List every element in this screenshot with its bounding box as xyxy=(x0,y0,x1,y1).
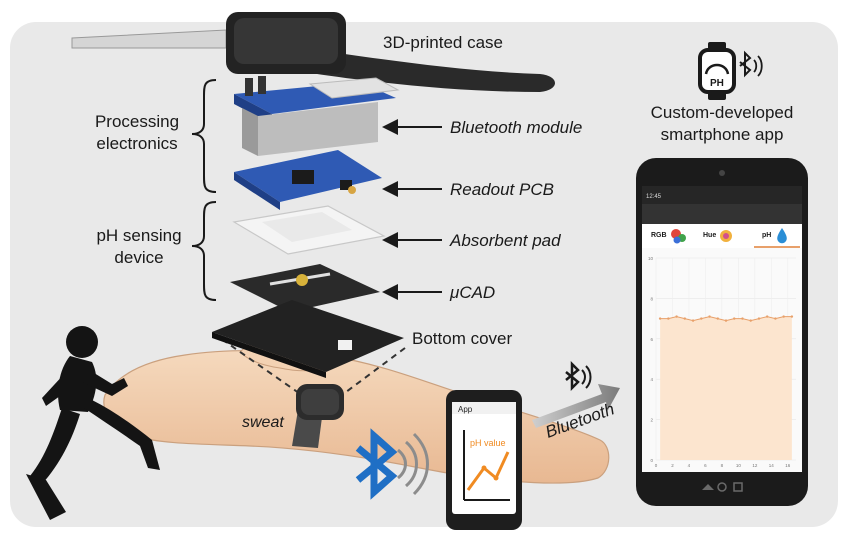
status-time: 12:45 xyxy=(646,194,662,200)
ph-point xyxy=(683,317,687,320)
watch-icon-text: PH xyxy=(710,78,724,89)
x-tick-label: 14 xyxy=(769,463,775,468)
tab-ph[interactable]: pH xyxy=(762,232,772,239)
x-tick-label: 16 xyxy=(785,463,791,468)
x-tick-label: 6 xyxy=(704,463,707,468)
runner-silhouette xyxy=(26,326,160,520)
readout-pcb xyxy=(234,150,382,210)
small-phone-title: App xyxy=(458,405,473,414)
ph-point xyxy=(675,315,678,318)
ph-point xyxy=(733,317,736,320)
label-case: 3D-printed case xyxy=(383,33,504,52)
y-tick-label: 10 xyxy=(648,256,654,261)
hue-icon xyxy=(720,230,732,242)
x-tick-label: 12 xyxy=(752,463,758,468)
ph-point xyxy=(700,317,703,320)
small-phone xyxy=(446,390,522,530)
bluetooth-module xyxy=(234,76,400,156)
ph-point xyxy=(774,317,777,320)
ph-point xyxy=(757,317,761,320)
small-phone-line xyxy=(466,451,510,491)
ph-drop-icon xyxy=(777,228,787,244)
ph-area xyxy=(660,316,792,460)
label-sweat: sweat xyxy=(242,414,284,431)
bottom-cover xyxy=(212,300,404,378)
label-readout-pcb: Readout PCB xyxy=(450,180,554,199)
label-ph-sensing-line1: pH sensing xyxy=(96,226,182,245)
ph-chart: 10 8 6 4 2 00 2 4 6 8 10 12 14 16 xyxy=(648,256,796,468)
ph-point xyxy=(741,317,744,320)
ph-point xyxy=(782,315,785,318)
label-bottom-cover: Bottom cover xyxy=(412,329,513,348)
rgb-icon xyxy=(671,229,686,244)
x-tick-label: 10 xyxy=(736,463,742,468)
ph-point xyxy=(790,315,794,318)
ph-point xyxy=(724,319,728,322)
label-absorbent-pad: Absorbent pad xyxy=(450,231,561,250)
absorbent-pad xyxy=(232,205,386,255)
brace-processing xyxy=(191,79,217,193)
x-tick-label: 0 xyxy=(655,463,658,468)
ucad xyxy=(230,264,380,312)
3d-printed-case xyxy=(71,12,555,92)
ph-point xyxy=(765,315,769,318)
ph-point xyxy=(708,315,711,318)
x-tick-label: 8 xyxy=(721,463,724,468)
tab-hue[interactable]: Hue xyxy=(703,232,717,239)
callout-dash-right xyxy=(337,347,406,399)
wearable-on-wrist xyxy=(292,384,344,448)
ph-point xyxy=(716,317,719,320)
bluetooth-arrow xyxy=(532,360,620,428)
bluetooth-signal-icon xyxy=(355,428,429,500)
callout-dash-left xyxy=(212,332,307,399)
x-tick-label: 2 xyxy=(671,463,674,468)
y-tick-label: 8 xyxy=(650,296,653,301)
brace-ph-sensing xyxy=(191,201,217,301)
y-tick-label: 0 xyxy=(650,458,653,463)
ph-point xyxy=(691,319,695,322)
small-phone-chart-label: pH value xyxy=(470,438,506,448)
label-processing-line1: Processing xyxy=(94,112,180,131)
watch-icon xyxy=(698,42,736,100)
label-app-line2: smartphone app xyxy=(660,125,784,144)
label-app-line1: Custom-developed xyxy=(650,103,794,122)
ph-point xyxy=(749,319,752,322)
label-bluetooth-module: Bluetooth module xyxy=(450,118,583,137)
ph-point xyxy=(658,317,662,320)
x-tick-label: 4 xyxy=(688,463,691,468)
label-ucad: μCAD xyxy=(450,283,496,302)
watch-bluetooth-icon xyxy=(739,50,763,78)
tab-rgb[interactable]: RGB xyxy=(651,232,667,239)
label-ph-sensing-line2: device xyxy=(114,248,164,267)
label-processing-line2: electronics xyxy=(96,134,178,153)
y-tick-label: 4 xyxy=(650,377,653,382)
y-tick-label: 2 xyxy=(650,418,653,423)
ph-point xyxy=(667,317,670,320)
y-tick-label: 6 xyxy=(650,337,653,342)
